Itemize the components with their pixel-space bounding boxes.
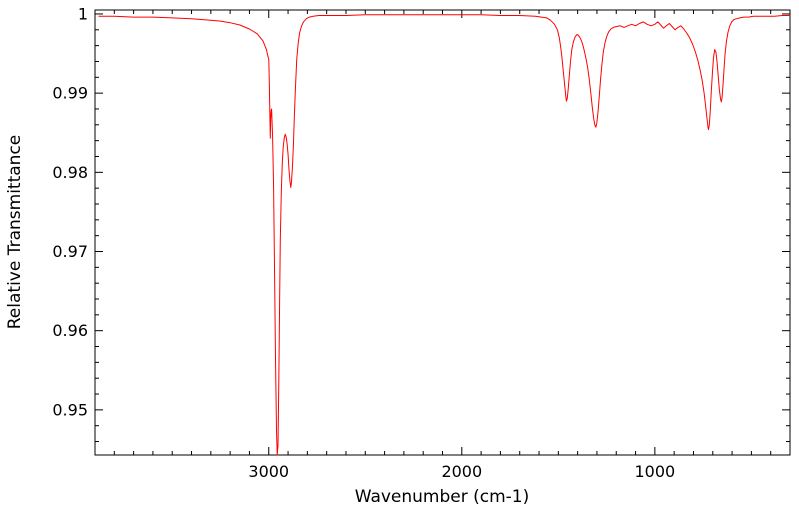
axis-ticks [95, 10, 790, 455]
y-tick-label: 0.98 [52, 163, 88, 182]
y-tick-label: 0.95 [52, 400, 88, 419]
y-axis-title: Relative Transmittance [5, 135, 25, 330]
x-tick-label: 2000 [441, 462, 482, 481]
y-tick-label: 0.99 [52, 84, 88, 103]
x-tick-label: 3000 [248, 462, 289, 481]
y-tick-label: 0.96 [52, 321, 88, 340]
y-tick-label: 1 [78, 4, 88, 23]
plot-border [94, 9, 791, 456]
x-tick-label: 1000 [635, 462, 676, 481]
y-tick-label: 0.97 [52, 242, 88, 261]
axis-tick-labels: 3000 2000 1000 0.95 0.96 0.97 0.98 0.99 1 [52, 4, 675, 481]
x-axis-title: Wavenumber (cm-1) [355, 487, 530, 507]
spectrum-curve [98, 14, 791, 456]
